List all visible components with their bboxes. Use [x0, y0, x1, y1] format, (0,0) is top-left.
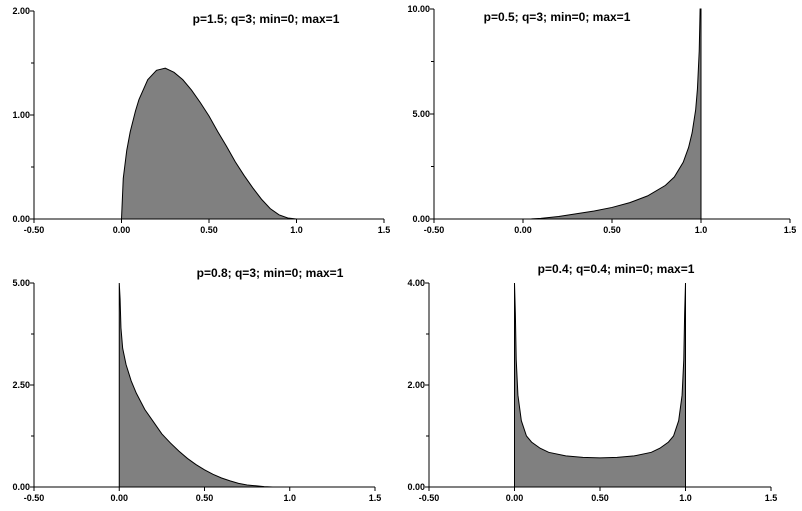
chart-title: p=1.5; q=3; min=0; max=1: [193, 12, 340, 26]
density-area-2: [531, 8, 702, 220]
x-tick-label: 1.0: [695, 225, 708, 235]
density-area-1: [120, 67, 297, 220]
y-tick-label: 5.00: [12, 278, 30, 288]
y-tick-label: 5.00: [412, 109, 430, 119]
x-tick-label: 0.50: [603, 225, 621, 235]
y-tick-label: 0.00: [407, 482, 425, 492]
y-tick-label: 2.50: [12, 380, 30, 390]
x-tick-label: 0.00: [514, 225, 532, 235]
y-tick-label: 0.00: [412, 214, 430, 224]
y-tick-label: 2.00: [407, 380, 425, 390]
chart-title: p=0.8; q=3; min=0; max=1: [197, 266, 344, 280]
x-tick-label: 0.50: [200, 225, 218, 235]
x-tick-label: 1.0: [679, 493, 692, 503]
chart-title: p=0.5; q=3; min=0; max=1: [484, 10, 631, 24]
chart-panel-3: -0.50 0.00 0.50 1.0 1.50.002.505.00p=0.8; q=…: [12, 266, 381, 503]
chart-panel-1: -0.50 0.00 0.50 1.0 1.50.001.002.00p=1.5; q=…: [12, 6, 390, 235]
chart-title: p=0.4; q=0.4; min=0; max=1: [538, 262, 695, 276]
x-tick-label: 0.50: [591, 493, 609, 503]
y-tick-label: 1.00: [12, 110, 30, 120]
x-tick-label: 1.5: [369, 493, 382, 503]
x-tick-label: 0.00: [113, 225, 131, 235]
x-tick-label: 1.0: [290, 225, 303, 235]
x-tick-label: -0.50: [24, 493, 45, 503]
chart-panel-4: -0.50 0.00 0.50 1.0 1.50.002.004.00p=0.4; q=…: [407, 262, 777, 503]
x-tick-label: 0.00: [506, 493, 524, 503]
x-tick-label: -0.50: [424, 225, 445, 235]
x-tick-label: 0.00: [110, 493, 128, 503]
y-tick-label: 10.00: [407, 4, 430, 14]
x-tick-label: 1.5: [378, 225, 391, 235]
x-tick-label: 1.5: [784, 225, 797, 235]
x-tick-label: 0.50: [196, 493, 214, 503]
y-tick-label: 0.00: [12, 214, 30, 224]
y-tick-label: 2.00: [12, 6, 30, 16]
x-tick-label: 1.0: [283, 493, 296, 503]
y-tick-label: 4.00: [407, 278, 425, 288]
x-tick-label: -0.50: [419, 493, 440, 503]
density-area-4: [514, 282, 686, 488]
x-tick-label: -0.50: [24, 225, 45, 235]
x-tick-label: 1.5: [765, 493, 778, 503]
y-tick-label: 0.00: [12, 482, 30, 492]
density-area-3: [118, 282, 290, 488]
